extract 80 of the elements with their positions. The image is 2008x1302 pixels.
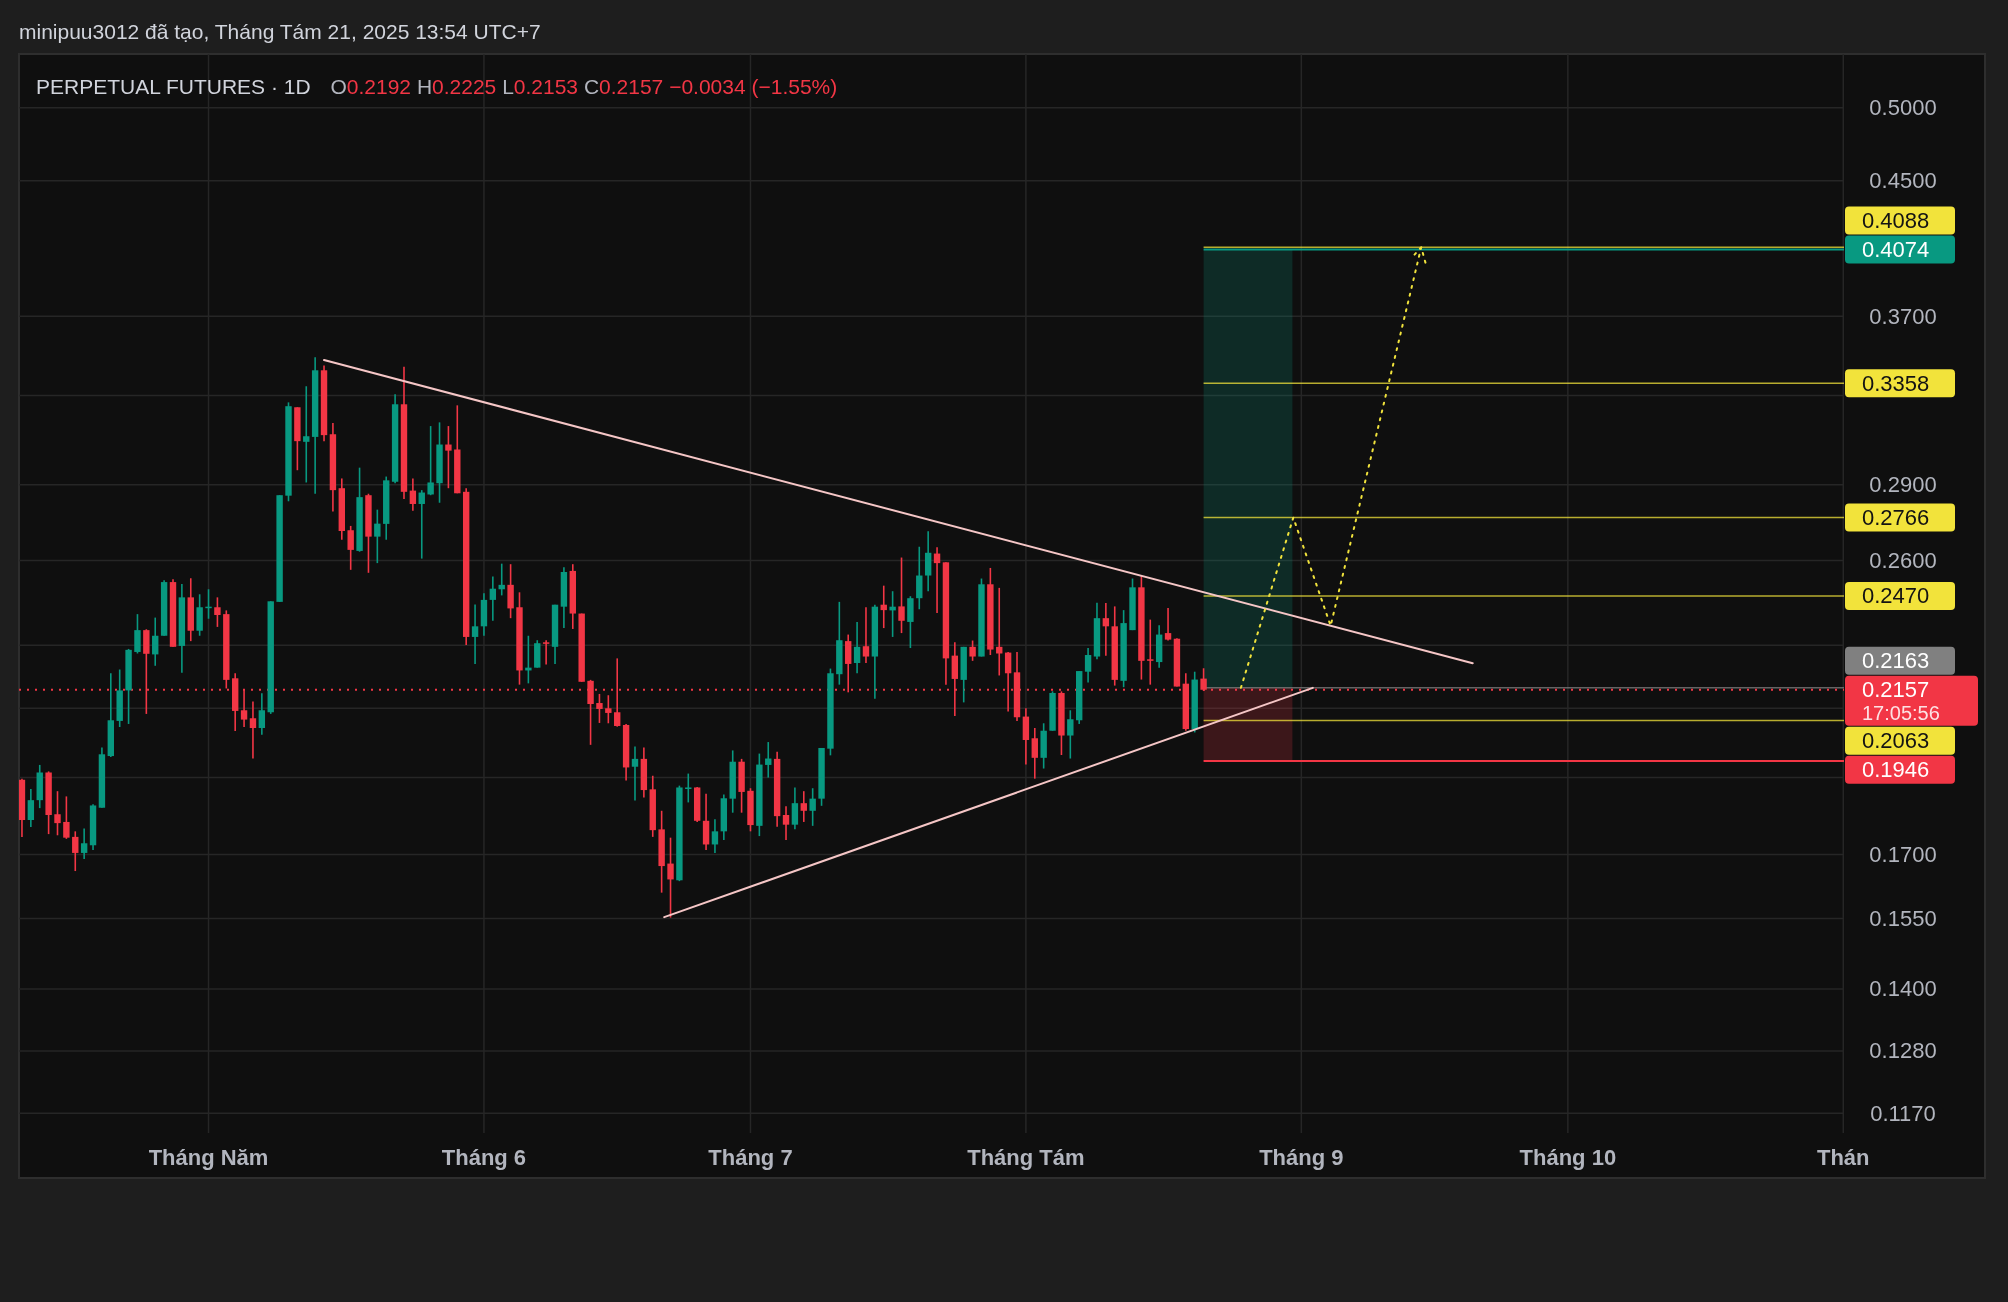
- band-label: 0.1946: [1862, 757, 1930, 783]
- candlestick: [489, 575, 497, 622]
- candlestick: [63, 795, 70, 840]
- candlestick: [800, 790, 807, 823]
- candlestick: [427, 425, 434, 496]
- candlestick: [471, 603, 479, 665]
- candlestick: [134, 613, 141, 655]
- text: O0.2192 H0.2225 L0.2153 C0.2157 −0.0034 (−1.55%): [330, 74, 838, 98]
- candlestick: [667, 836, 674, 919]
- candlestick: [1164, 607, 1172, 642]
- candlestick: [845, 633, 852, 694]
- candlestick: [702, 792, 710, 851]
- y-tick-label: 0.1550: [1869, 906, 1937, 932]
- y-tick-label: 0.1700: [1869, 842, 1937, 868]
- candlestick: [809, 787, 816, 827]
- candlestick: [916, 545, 923, 611]
- candlestick: [507, 563, 514, 619]
- candlestick: [542, 639, 550, 666]
- ref-line-label: 0.2163: [1862, 648, 1930, 674]
- x-tick-label: Tháng 9: [1259, 1144, 1344, 1170]
- candlestick: [418, 489, 425, 560]
- x-tick-label: Tháng Tám: [967, 1144, 1085, 1170]
- ref-line-label: 0.2063: [1862, 728, 1930, 754]
- candlestick: [27, 788, 35, 828]
- candlestick: [782, 805, 790, 841]
- candlestick: [347, 525, 354, 571]
- candlestick: [196, 593, 203, 637]
- x-tick-label: Tháng Năm: [148, 1144, 269, 1170]
- candlestick: [409, 477, 417, 512]
- y-tick-label: 0.2900: [1869, 472, 1937, 498]
- ref-line-label: 0.2157: [1862, 677, 1930, 703]
- text: PERPETUAL FUTURES · 1D: [36, 74, 311, 98]
- ref-line-label: 0.2470: [1862, 583, 1930, 609]
- x-tick-label: Tháng 10: [1519, 1144, 1617, 1170]
- candlestick: [54, 790, 61, 837]
- candlestick: [445, 425, 452, 490]
- x-tick-label: Thán: [1816, 1144, 1870, 1170]
- candlestick: [711, 818, 719, 854]
- x-tick-label: Tháng 7: [708, 1144, 793, 1170]
- candlestick: [80, 827, 88, 860]
- candlestick: [862, 606, 870, 664]
- candlestick: [605, 694, 612, 725]
- y-tick-label: 0.5000: [1869, 95, 1937, 121]
- ref-line-label: 0.3358: [1862, 370, 1930, 396]
- candlestick: [1067, 709, 1074, 760]
- y-tick-label: 0.2600: [1869, 547, 1937, 573]
- text: minipuu3012 đã tạo, Tháng Tám 21, 2025 13:54 UTC+7: [19, 19, 541, 43]
- y-tick-label: 0.3700: [1869, 303, 1937, 329]
- candlestick: [374, 508, 381, 564]
- candlestick: [969, 639, 976, 662]
- candlestick: [685, 772, 692, 804]
- candlestick: [924, 530, 932, 593]
- candlestick: [853, 621, 861, 675]
- text: 17:05:56: [1862, 701, 1940, 724]
- candlestick: [1102, 602, 1110, 657]
- candlestick: [791, 786, 799, 831]
- ref-line-label: 0.2766: [1862, 505, 1930, 531]
- candlestick: [72, 830, 79, 872]
- candlestick: [240, 688, 248, 728]
- candlestick: [898, 556, 905, 634]
- candlestick: [214, 596, 221, 628]
- x-tick-label: Tháng 6: [441, 1144, 527, 1170]
- candlestick: [1084, 647, 1092, 684]
- candlestick: [1147, 618, 1154, 686]
- candlestick: [303, 385, 310, 484]
- candlestick: [1031, 727, 1038, 780]
- y-tick-label: 0.1280: [1869, 1038, 1937, 1064]
- y-tick-label: 0.1170: [1870, 1100, 1936, 1126]
- candlestick: [249, 700, 257, 760]
- candlestick: [1004, 651, 1012, 713]
- candlestick: [258, 692, 266, 736]
- candlestick: [907, 595, 914, 649]
- candlestick: [631, 745, 639, 802]
- y-tick-label: 0.1400: [1869, 976, 1937, 1002]
- candlestick: [596, 693, 603, 724]
- candlestick: [152, 616, 159, 667]
- ref-line-label: 0.4088: [1862, 208, 1930, 234]
- y-tick-label: 0.4500: [1869, 168, 1937, 194]
- band-label: 0.4074: [1862, 237, 1930, 263]
- candlestick: [1022, 707, 1030, 766]
